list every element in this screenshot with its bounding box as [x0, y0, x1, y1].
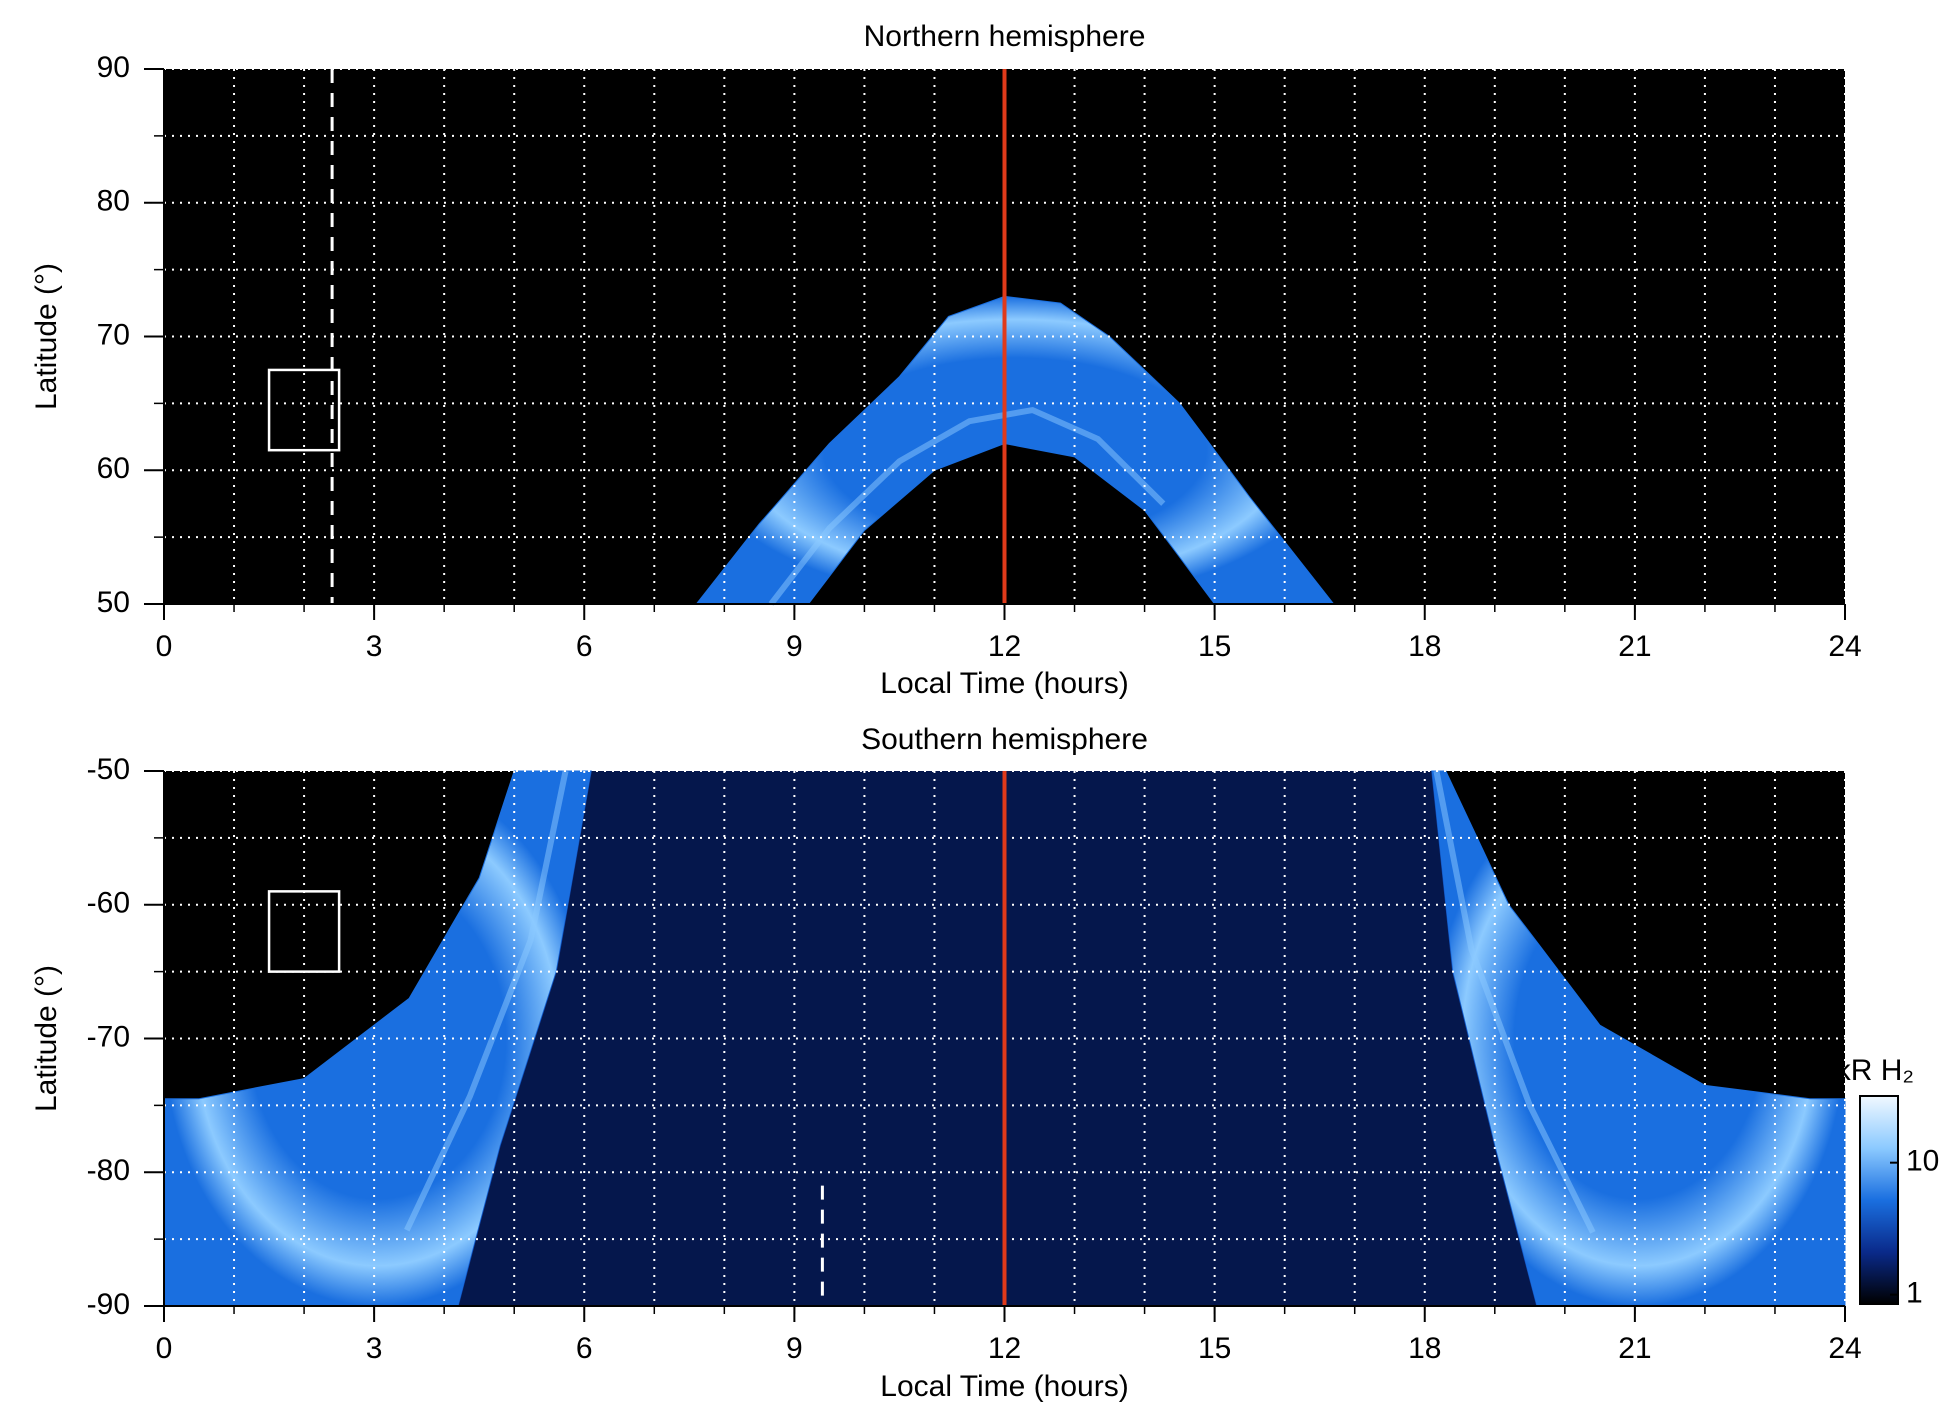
chart-title: Southern hemisphere	[861, 723, 1148, 756]
x-tick-label: 15	[1198, 630, 1231, 663]
x-tick-label: 24	[1828, 1332, 1861, 1365]
colorbar-tick-label: 1	[1906, 1277, 1923, 1310]
y-tick-label: -70	[87, 1020, 130, 1053]
x-axis-label: Local Time (hours)	[880, 667, 1128, 700]
y-tick-label: 70	[97, 318, 130, 351]
y-tick-label: 90	[97, 51, 130, 84]
y-tick-label: 80	[97, 185, 130, 218]
y-tick-label: -80	[87, 1154, 130, 1187]
region-box	[267, 890, 341, 973]
band-ridge	[1433, 770, 1596, 1234]
x-tick-label: 21	[1618, 1332, 1651, 1365]
band-ridge	[768, 406, 1166, 606]
x-tick-label: 24	[1828, 630, 1861, 663]
x-tick-label: 12	[988, 630, 1021, 663]
x-tick-label: 18	[1408, 630, 1441, 663]
x-tick-label: 6	[576, 1332, 593, 1365]
y-tick-label: -60	[87, 887, 130, 920]
x-tick-label: 3	[366, 1332, 383, 1365]
x-tick-label: 18	[1408, 1332, 1441, 1365]
colorbar	[1859, 1095, 1899, 1305]
region-box	[267, 368, 341, 452]
y-tick-label: -50	[87, 753, 130, 786]
x-tick-label: 3	[366, 630, 383, 663]
colorbar-tick-label: 10	[1906, 1145, 1939, 1178]
x-tick-label: 21	[1618, 630, 1651, 663]
x-tick-label: 6	[576, 630, 593, 663]
x-axis-label: Local Time (hours)	[880, 1370, 1128, 1403]
x-tick-label: 15	[1198, 1332, 1231, 1365]
x-tick-label: 0	[156, 1332, 173, 1365]
x-tick-label: 9	[786, 1332, 803, 1365]
y-axis-label: Latitude (°)	[30, 965, 63, 1112]
chart-title: Northern hemisphere	[864, 20, 1146, 53]
y-tick-label: 50	[97, 586, 130, 619]
y-tick-label: -90	[87, 1288, 130, 1321]
x-tick-label: 9	[786, 630, 803, 663]
colorbar-label: kR H₂	[1836, 1054, 1914, 1087]
x-tick-label: 0	[156, 630, 173, 663]
x-tick-label: 12	[988, 1332, 1021, 1365]
y-axis-label: Latitude (°)	[30, 263, 63, 410]
y-tick-label: 60	[97, 452, 130, 485]
band-ridge	[404, 770, 569, 1232]
